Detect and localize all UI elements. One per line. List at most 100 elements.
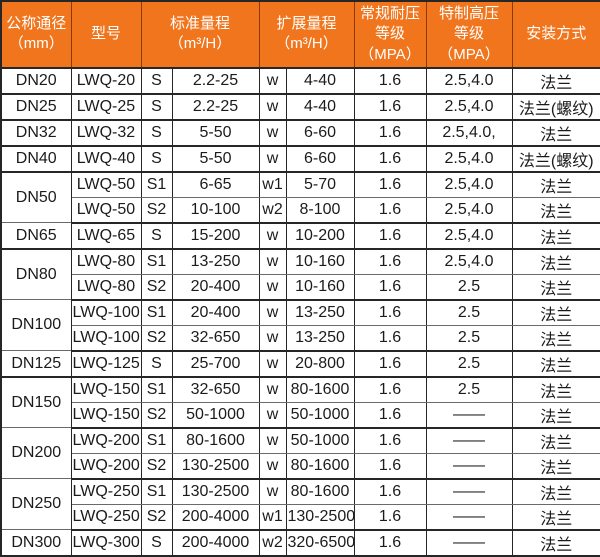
table-row: DN100 LWQ-100 S1 20-400 w 13-250 1.6 2.5 法兰 [0,299,600,352]
ext-range-cell: 4-40 [285,93,355,121]
normal-mpa-cell: 1.6 [353,145,427,173]
std-range-cell: 6-65 [171,171,260,198]
header-line: （m³/H） [275,35,338,53]
install-cell: 法兰 [511,248,600,275]
std-range-cell: 130-2500 [171,452,260,480]
high-mpa-cell: 2.5,4.0 [425,222,513,250]
header-high-pressure: 特制高压 等级（MPA） [425,0,513,69]
ext-code-cell: w [258,248,287,275]
install-cell: 法兰 [511,376,600,403]
std-code-cell: S [140,119,173,147]
std-code-cell: S2 [140,273,173,301]
high-mpa-cell: 2.5,4.0 [425,196,513,224]
high-mpa-cell: —— [425,427,513,454]
ext-code-cell: w2 [258,529,287,557]
high-mpa-cell: 2.5 [425,350,513,378]
table-row: DN40 LWQ-40 S 5-50 w 6-60 1.6 2.5,4.0 法兰(螺纹) [0,145,600,173]
header-line: （mm） [8,35,64,53]
normal-mpa-cell: 1.6 [353,427,427,454]
ext-range-cell: 6-60 [285,145,355,173]
header-line: 等级（MPA） [438,25,500,63]
ext-range-cell: 320-6500 [285,529,355,557]
ext-code-cell: w [258,401,287,429]
normal-mpa-cell: 1.6 [353,222,427,250]
ext-code-cell: w [258,427,287,454]
normal-mpa-cell: 1.6 [353,67,427,95]
high-mpa-cell: 2.5 [425,324,513,352]
ext-code-cell: w [258,67,287,95]
table-row: DN125 LWQ-125 S 25-700 w 20-800 1.6 2.5 法兰 [0,350,600,378]
model-cell: LWQ-300 [70,529,142,557]
high-mpa-cell: —— [425,529,513,557]
ext-range-cell: 4-40 [285,67,355,95]
install-cell: 法兰 [511,350,600,378]
table-row: DN65 LWQ-65 S 15-200 w 10-200 1.6 2.5,4.0 法兰 [0,222,600,250]
ext-range-cell: 80-1600 [285,452,355,480]
model-cell: LWQ-50 [70,171,142,198]
model-cell: LWQ-150 [70,376,142,403]
dn-cell: DN300 [0,529,72,557]
model-cell: LWQ-200 [70,427,142,454]
table-row: DN20 LWQ-20 S 2.2-25 w 4-40 1.6 2.5,4.0 法兰 [0,67,600,95]
high-mpa-cell: —— [425,452,513,480]
header-line: 等级（MPA） [359,25,421,63]
ext-code-cell: w [258,350,287,378]
install-cell: 法兰 [511,119,600,147]
high-mpa-cell: —— [425,401,513,429]
install-cell: 法兰 [511,324,600,352]
header-line: 常规耐压 [359,5,420,22]
std-code-cell: S [140,145,173,173]
install-cell: 法兰(螺纹) [511,145,600,173]
install-cell: 法兰(螺纹) [511,93,600,121]
std-code-cell: S1 [140,248,173,275]
model-cell: LWQ-200 [70,452,142,480]
high-mpa-cell: 2.5 [425,299,513,326]
high-mpa-cell: 2.5,4.0 [425,171,513,198]
install-cell: 法兰 [511,427,600,454]
table-row: LWQ-80 S2 20-400 w 10-160 1.6 2.5 法兰 [1,273,600,301]
std-range-cell: 200-4000 [171,529,260,557]
normal-mpa-cell: 1.6 [353,299,427,326]
std-range-cell: 25-700 [171,350,260,378]
normal-mpa-cell: 1.6 [353,119,427,147]
install-cell: 法兰 [511,478,600,505]
std-range-cell: 20-400 [171,273,260,301]
ext-range-cell: 80-1600 [285,376,355,403]
model-cell: LWQ-65 [70,222,142,250]
header-line: 扩展量程 [276,15,337,33]
ext-range-cell: 130-2500 [285,503,355,531]
std-code-cell: S1 [140,478,173,505]
model-cell: LWQ-125 [70,350,142,378]
dn-cell: DN250 [0,478,72,531]
ext-range-cell: 8-100 [285,196,355,224]
table-row: LWQ-250 S2 200-4000 w1 130-2500 1.6 —— 法兰 [1,503,600,531]
std-code-cell: S [140,222,173,250]
normal-mpa-cell: 1.6 [353,401,427,429]
header-installation: 安装方式 [511,0,600,69]
ext-range-cell: 10-200 [285,222,355,250]
model-cell: LWQ-100 [70,299,142,326]
high-mpa-cell: 2.5,4.0 [425,145,513,173]
ext-code-cell: w [258,324,287,352]
std-code-cell: S [140,350,173,378]
ext-code-cell: w [258,452,287,480]
std-range-cell: 200-4000 [171,503,260,531]
high-mpa-cell: 2.5,4.0 [425,67,513,95]
std-code-cell: S [140,529,173,557]
high-mpa-cell: 2.5,4.0 [425,248,513,275]
dn-cell: DN20 [0,67,72,95]
model-cell: LWQ-50 [70,196,142,224]
ext-range-cell: 13-250 [285,324,355,352]
dn-cell: DN25 [0,93,72,121]
install-cell: 法兰 [511,171,600,198]
std-range-cell: 80-1600 [171,427,260,454]
ext-code-cell: w [258,376,287,403]
normal-mpa-cell: 1.6 [353,529,427,557]
std-code-cell: S1 [140,171,173,198]
table-row: DN32 LWQ-32 S 5-50 w 6-60 1.6 2.5,4.0, 法兰 [0,119,600,147]
ext-range-cell: 50-1000 [285,401,355,429]
install-cell: 法兰 [511,452,600,480]
model-cell: LWQ-100 [70,324,142,352]
ext-range-cell: 13-250 [285,299,355,326]
table-row: LWQ-50 S2 10-100 w2 8-100 1.6 2.5,4.0 法兰 [1,196,600,224]
